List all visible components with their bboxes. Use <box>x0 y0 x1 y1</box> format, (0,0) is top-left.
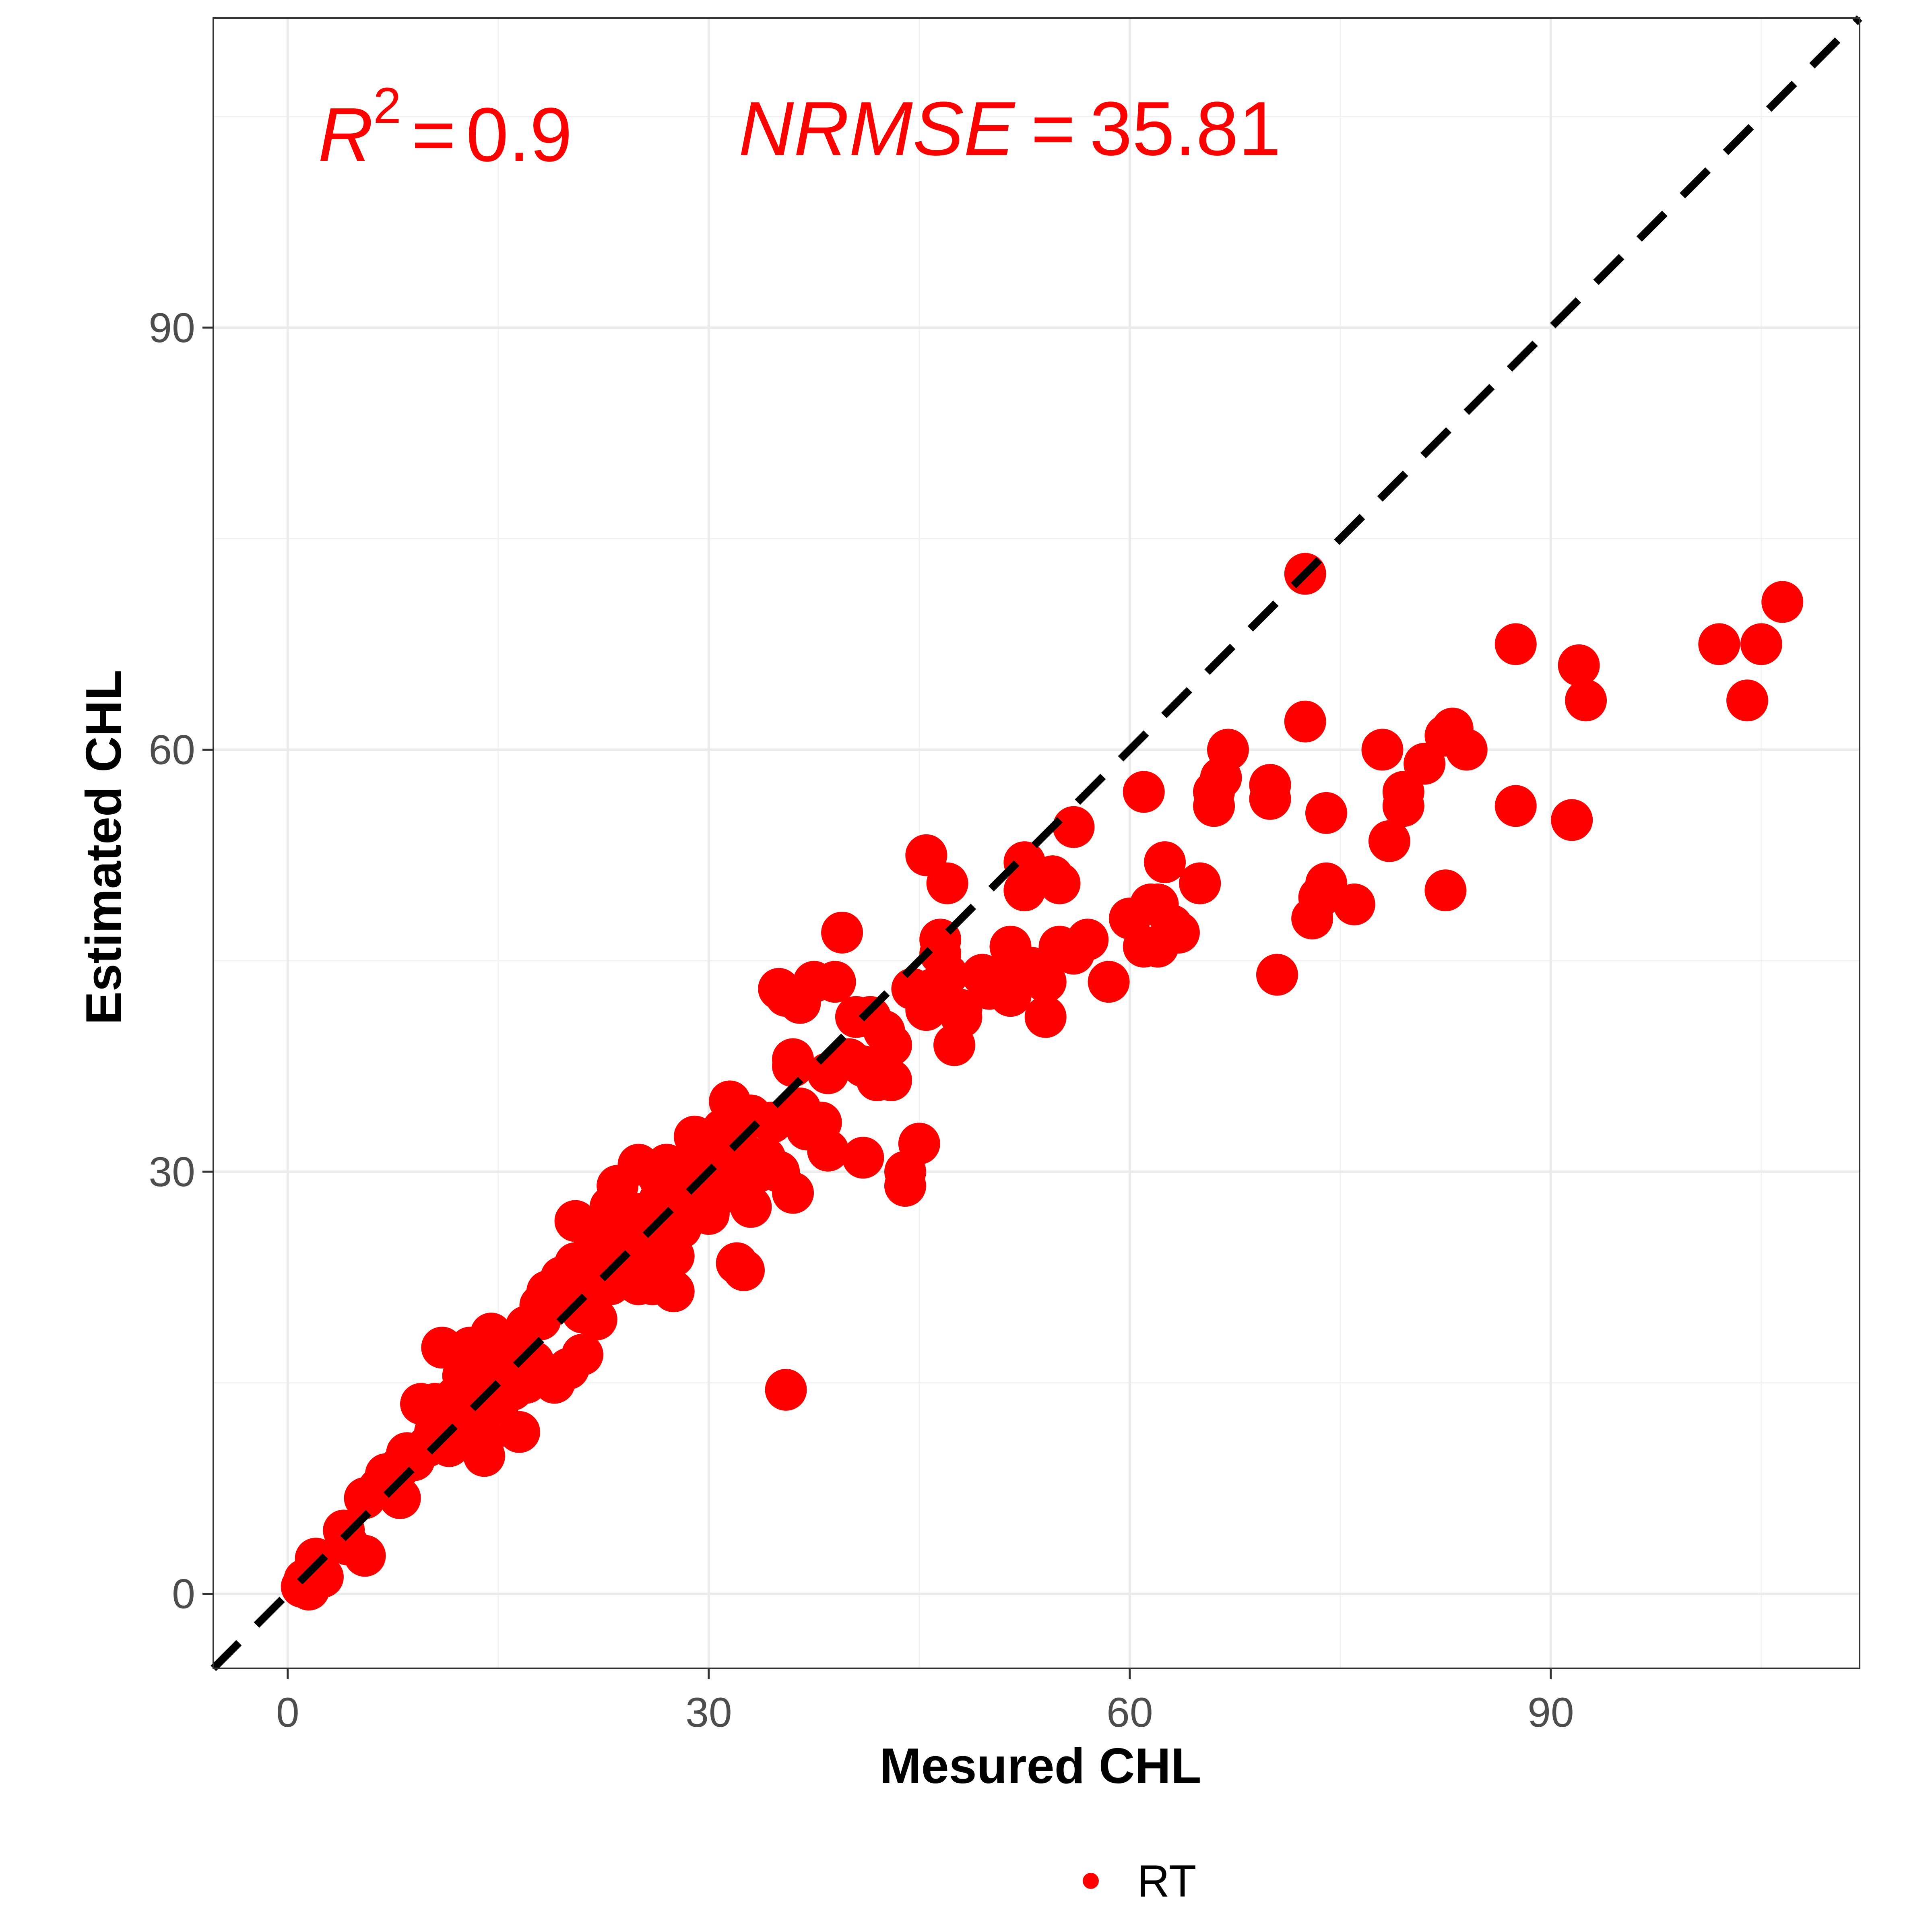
data-point <box>1024 961 1067 1003</box>
panel-border <box>213 17 1860 1669</box>
data-point <box>1565 679 1607 722</box>
legend-key-rt <box>1083 1873 1099 1889</box>
data-point <box>463 1435 505 1477</box>
data-point <box>870 1024 912 1066</box>
data-point <box>842 1137 884 1179</box>
x-tick-label: 0 <box>276 1689 299 1736</box>
nrmse-value: 35.81 <box>1090 86 1281 171</box>
data-point <box>1698 623 1740 665</box>
data-point <box>1305 792 1348 834</box>
x-tick-label: 60 <box>1106 1689 1153 1736</box>
data-point <box>807 1129 849 1172</box>
legend-label-rt: RT <box>1137 1856 1196 1906</box>
data-point <box>1067 919 1109 961</box>
data-point <box>814 961 856 1003</box>
grid-major <box>213 18 1860 1668</box>
data-point <box>561 1333 604 1376</box>
data-point <box>498 1411 541 1453</box>
x-tick-label: 90 <box>1527 1689 1574 1736</box>
x-tick-label: 30 <box>685 1689 732 1736</box>
y-tick-label: 60 <box>149 727 195 774</box>
r-squared-equals: = <box>411 92 456 178</box>
y-tick-label: 30 <box>149 1149 195 1195</box>
data-point <box>1494 785 1537 827</box>
axis-ticks: 0 30 60 90 0 30 60 90 <box>149 305 1574 1736</box>
data-point <box>1726 679 1769 722</box>
data-point <box>1249 778 1291 820</box>
data-point <box>1333 883 1375 926</box>
data-point <box>1038 862 1081 904</box>
data-point <box>1284 700 1326 743</box>
data-point <box>1088 961 1130 1003</box>
x-axis-title: Mesured CHL <box>879 1738 1201 1794</box>
y-tick-label: 90 <box>149 305 195 351</box>
data-point <box>870 1059 912 1101</box>
data-point <box>1024 996 1067 1038</box>
data-point <box>1179 862 1221 904</box>
data-point <box>926 862 968 904</box>
data-point <box>1551 799 1593 841</box>
data-point <box>1494 623 1537 665</box>
data-point <box>821 911 863 954</box>
data-point <box>765 1368 807 1411</box>
data-point <box>344 1535 386 1577</box>
legend: RT <box>1083 1856 1196 1906</box>
data-point <box>1382 785 1424 827</box>
data-point <box>1144 841 1186 883</box>
data-point <box>1424 869 1467 912</box>
data-point <box>1053 806 1095 848</box>
data-point <box>772 1172 814 1214</box>
data-point <box>772 1038 814 1080</box>
data-point <box>1123 771 1165 813</box>
data-point <box>730 1186 772 1228</box>
data-point <box>1158 911 1200 954</box>
data-point <box>898 1123 940 1165</box>
data-point <box>1368 820 1410 862</box>
r-squared-annotation: R2 = 0.9 <box>318 78 572 178</box>
data-point <box>723 1249 765 1291</box>
data-point <box>1558 644 1600 686</box>
identity-line <box>211 15 1862 1671</box>
r-squared-symbol: R <box>318 92 373 178</box>
nrmse-symbol: NRMSE <box>739 86 1016 171</box>
data-point <box>1445 729 1488 771</box>
data-point <box>940 996 983 1038</box>
data-point <box>1207 729 1249 771</box>
y-tick-label: 0 <box>172 1571 195 1618</box>
r-squared-value: 0.9 <box>466 92 572 178</box>
y-axis-title: Estimated CHL <box>76 670 132 1025</box>
r-squared-exponent: 2 <box>373 78 401 134</box>
data-point <box>652 1270 695 1313</box>
data-point <box>926 954 968 996</box>
data-point <box>1761 581 1804 623</box>
nrmse-annotation: NRMSE = 35.81 <box>739 86 1281 171</box>
data-point <box>1361 729 1404 771</box>
data-point <box>1740 623 1782 665</box>
data-point <box>884 1165 926 1207</box>
nrmse-equals: = <box>1031 86 1075 171</box>
reference-line-layer <box>211 15 1862 1671</box>
data-point <box>1256 954 1298 996</box>
